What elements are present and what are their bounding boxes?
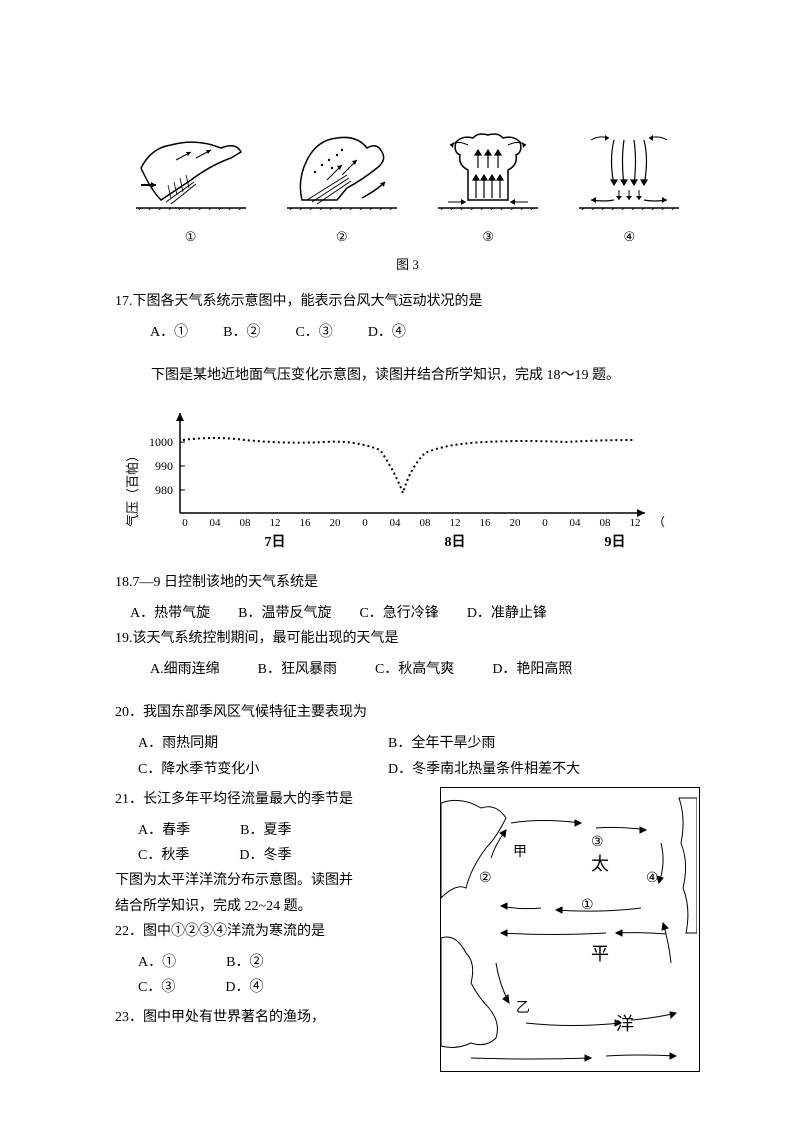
q19-opt-d: D．艳阳高照 xyxy=(492,657,572,682)
q22-opt-d: D．④ xyxy=(225,975,263,1000)
diagram-1: ① xyxy=(136,130,246,248)
svg-text:9日: 9日 xyxy=(605,534,626,548)
q21-opt-b: B．夏季 xyxy=(240,818,291,843)
svg-text:04: 04 xyxy=(570,517,582,529)
svg-text:20: 20 xyxy=(330,517,342,529)
svg-text:20: 20 xyxy=(510,517,522,529)
svg-text:8日: 8日 xyxy=(445,534,466,548)
q20-opt-a: A．雨热同期 xyxy=(138,731,388,756)
q21-opt-a: A．春季 xyxy=(138,818,190,843)
svg-text:12: 12 xyxy=(630,517,641,529)
svg-text:08: 08 xyxy=(600,517,612,529)
q17-opt-a: A．① xyxy=(150,320,188,345)
intro-22-line1: 下图为太平洋洋流分布示意图。读图并 xyxy=(115,868,430,893)
q21-row1: A．春季 B．夏季 xyxy=(138,818,430,843)
q22-opt-b: B．② xyxy=(226,950,263,975)
map-label-jia: 甲 xyxy=(513,840,527,865)
map-label-yi: 乙 xyxy=(516,996,530,1021)
q17-text: 17.下图各天气系统示意图中，能表示台风大气运动状况的是 xyxy=(115,289,700,314)
q19-opt-a: A.细雨连绵 xyxy=(150,657,220,682)
q20-opt-b: B．全年干旱少雨 xyxy=(388,731,495,756)
q17-opt-b: B．② xyxy=(223,320,260,345)
intro-18: 下图是某地近地面气压变化示意图，读图并结合所学知识，完成 18～19 题。 xyxy=(151,363,700,388)
diagram-3-label: ③ xyxy=(482,229,494,244)
bottom-left: 21．长江多年平均径流量最大的季节是 A．春季 B．夏季 C．秋季 D．冬季 下… xyxy=(115,787,430,1072)
pressure-chart: 气压（百帕） 1000 990 980 0 04 08 12 16 20 0 04 08 12… xyxy=(125,398,700,557)
svg-text:0: 0 xyxy=(362,517,368,529)
map-label-4: ④ xyxy=(646,866,659,891)
q20-opt-c: C．降水季节变化小 xyxy=(138,757,388,782)
svg-text:7日: 7日 xyxy=(265,534,286,548)
map-label-ping: 平 xyxy=(591,938,609,970)
svg-text:12: 12 xyxy=(450,517,461,529)
q17-opt-d: D．④ xyxy=(368,320,406,345)
diagram-2: ② xyxy=(287,130,397,248)
q22-text: 22．图中①②③④洋流为寒流的是 xyxy=(115,919,430,944)
svg-text:16: 16 xyxy=(480,517,492,529)
bottom-section: 21．长江多年平均径流量最大的季节是 A．春季 B．夏季 C．秋季 D．冬季 下… xyxy=(115,787,700,1072)
map-label-3: ③ xyxy=(591,830,604,855)
q21-opt-d: D．冬季 xyxy=(239,843,291,868)
q22-row1: A．① B．② xyxy=(138,950,430,975)
q21-row2: C．秋季 D．冬季 xyxy=(138,843,430,868)
figure-3-label: 图 3 xyxy=(115,253,700,276)
svg-text:980: 980 xyxy=(155,483,173,497)
diagram-4: ④ xyxy=(579,130,679,248)
svg-text:990: 990 xyxy=(155,459,173,473)
pacific-map: 甲 乙 太 平 洋 ① ② ③ ④ xyxy=(440,787,700,1072)
svg-text:04: 04 xyxy=(210,517,222,529)
svg-text:08: 08 xyxy=(420,517,432,529)
svg-text:（时）: （时） xyxy=(653,515,665,529)
q18-text: 18.7—9 日控制该地的天气系统是 xyxy=(115,570,700,595)
q17-opt-c: C．③ xyxy=(295,320,332,345)
q22-opt-c: C．③ xyxy=(138,975,175,1000)
q20-row2: C．降水季节变化小 D．冬季南北热量条件相差不大 xyxy=(115,757,700,782)
diagram-1-label: ① xyxy=(185,229,197,244)
q18-opt-a: A．热带气旋 xyxy=(130,601,210,626)
svg-text:0: 0 xyxy=(542,517,548,529)
diagram-4-label: ④ xyxy=(624,229,636,244)
q17-options: A．① B．② C．③ D．④ xyxy=(150,320,700,345)
q19-opt-c: C．秋高气爽 xyxy=(375,657,454,682)
q20-opt-d: D．冬季南北热量条件相差不大 xyxy=(388,757,580,782)
svg-text:16: 16 xyxy=(300,517,312,529)
svg-text:04: 04 xyxy=(390,517,402,529)
q21-opt-c: C．秋季 xyxy=(138,843,189,868)
q20-text: 20．我国东部季风区气候特征主要表现为 xyxy=(115,700,700,725)
q23-text: 23．图中甲处有世界著名的渔场， xyxy=(115,1005,430,1030)
intro-22-line2: 结合所学知识，完成 22~24 题。 xyxy=(115,894,430,919)
q22-row2: C．③ D．④ xyxy=(138,975,430,1000)
q18-options: A．热带气旋 B．温带反气旋 C．急行冷锋 D．准静止锋 xyxy=(130,601,700,626)
diagram-3: ③ xyxy=(438,130,538,248)
svg-text:12: 12 xyxy=(270,517,281,529)
q20-row1: A．雨热同期 B．全年干旱少雨 xyxy=(115,731,700,756)
map-label-2: ② xyxy=(479,866,492,891)
svg-text:08: 08 xyxy=(240,517,252,529)
svg-text:1000: 1000 xyxy=(149,435,173,449)
diagram-2-label: ② xyxy=(336,229,348,244)
ylabel: 气压（百帕） xyxy=(125,449,140,527)
bottom-right: 甲 乙 太 平 洋 ① ② ③ ④ xyxy=(440,787,700,1072)
svg-text:0: 0 xyxy=(182,517,188,529)
q22-opt-a: A．① xyxy=(138,950,176,975)
q18-opt-b: B．温带反气旋 xyxy=(238,601,331,626)
q18-opt-d: D．准静止锋 xyxy=(467,601,547,626)
q19-options: A.细雨连绵 B．狂风暴雨 C．秋高气爽 D．艳阳高照 xyxy=(150,657,700,682)
q19-opt-b: B．狂风暴雨 xyxy=(258,657,337,682)
weather-diagrams-row: ① ② xyxy=(115,130,700,248)
q19-text: 19.该天气系统控制期间，最可能出现的天气是 xyxy=(115,626,700,651)
q21-text: 21．长江多年平均径流量最大的季节是 xyxy=(115,787,430,812)
map-label-yang: 洋 xyxy=(616,1008,634,1040)
q18-opt-c: C．急行冷锋 xyxy=(359,601,438,626)
map-label-1: ① xyxy=(581,893,594,918)
